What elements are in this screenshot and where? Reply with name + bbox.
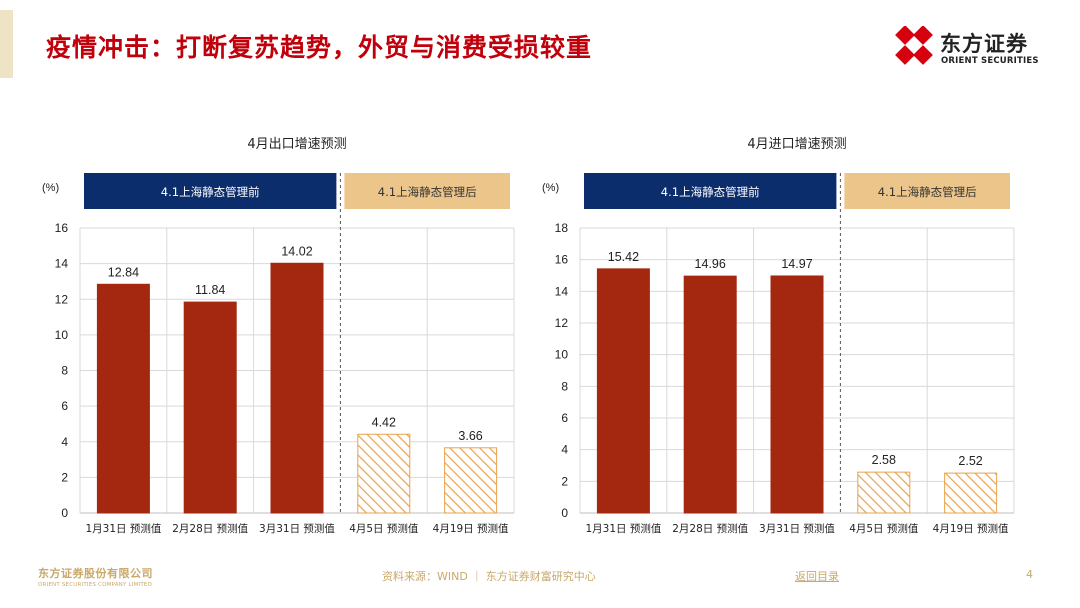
y-tick-label: 2 [61, 470, 68, 484]
bar-value-label: 11.84 [195, 283, 225, 297]
y-tick-label: 8 [561, 379, 568, 393]
bar-value-label: 4.42 [372, 415, 396, 429]
x-tick-label: 4月5日 预测值 [349, 522, 419, 535]
bar-value-label: 15.42 [608, 250, 639, 264]
y-axis-unit-label: (%) [542, 182, 559, 194]
x-tick-label: 3月31日 预测值 [759, 522, 835, 535]
left-accent-bar [0, 10, 13, 78]
y-tick-label: 6 [561, 411, 568, 425]
x-tick-label: 4月19日 预测值 [933, 522, 1009, 535]
y-tick-label: 0 [561, 506, 568, 520]
bar-value-label: 12.84 [108, 265, 139, 279]
bar [444, 447, 498, 514]
y-tick-label: 16 [555, 253, 569, 267]
period-band-after [344, 173, 510, 209]
period-band-label: 4.1上海静态管理后 [878, 185, 977, 199]
x-tick-label: 4月5日 预测值 [849, 522, 919, 535]
y-tick-label: 8 [61, 364, 68, 378]
y-tick-label: 12 [555, 316, 569, 330]
orient-logo-icon [895, 26, 933, 65]
y-tick-label: 2 [561, 474, 568, 488]
export-growth-chart: 4月出口增速预测 (%) 4.1上海静态管理前 4.1上海静态管理后 0 2 4 6 8 10 12… [42, 137, 515, 535]
footer-company-en: ORIENT SECURITIES COMPANY LIMITED [38, 582, 153, 588]
x-tick-label: 1月31日 预测值 [585, 522, 661, 535]
logo-text-en: ORIENT SECURITIES [941, 56, 1039, 66]
logo-text-cn: 东方证券 [940, 32, 1028, 56]
y-tick-label: 14 [55, 257, 69, 271]
y-tick-label: 0 [61, 506, 68, 520]
bar [96, 283, 150, 514]
y-tick-label: 18 [555, 221, 569, 235]
period-band-after [844, 173, 1010, 209]
bar [357, 433, 411, 514]
bar-value-label: 2.58 [872, 453, 896, 467]
bar [596, 268, 650, 514]
bar-value-label: 14.96 [695, 257, 726, 271]
bar [770, 275, 824, 514]
bar-value-label: 2.52 [958, 454, 982, 468]
period-band-label: 4.1上海静态管理前 [661, 185, 760, 199]
x-tick-label: 2月28日 预测值 [672, 522, 748, 535]
y-tick-label: 14 [555, 284, 569, 298]
import-growth-chart: 4月进口增速预测 (%) 4.1上海静态管理前 4.1上海静态管理后 0 2 4 6 8 10 12… [542, 137, 1015, 535]
y-tick-label: 12 [55, 292, 69, 306]
back-to-contents-link[interactable]: 返回目录 [795, 570, 839, 583]
footer-source: 资料来源：WIND ｜ 东方证券财富研究中心 [382, 570, 596, 583]
period-band-label: 4.1上海静态管理前 [161, 185, 260, 199]
bar-value-label: 14.97 [781, 257, 812, 271]
x-tick-label: 3月31日 预测值 [259, 522, 335, 535]
y-tick-label: 10 [55, 328, 69, 342]
x-tick-label: 4月19日 预测值 [433, 522, 509, 535]
x-tick-label: 2月28日 预测值 [172, 522, 248, 535]
y-tick-label: 6 [61, 399, 68, 413]
bar [183, 301, 237, 514]
bar [683, 275, 737, 514]
chart-title: 4月进口增速预测 [747, 137, 846, 152]
chart-title: 4月出口增速预测 [247, 137, 346, 152]
y-tick-label: 10 [555, 348, 569, 362]
period-band-label: 4.1上海静态管理后 [378, 185, 477, 199]
page-number: 4 [1026, 568, 1033, 581]
bar-value-label: 3.66 [458, 429, 482, 443]
brand-logo: 东方证券 ORIENT SECURITIES [893, 26, 1053, 70]
bar [270, 262, 324, 514]
bar [857, 471, 911, 514]
bar-value-label: 14.02 [281, 244, 312, 258]
period-band-before [584, 173, 837, 209]
y-tick-label: 16 [55, 221, 69, 235]
y-tick-label: 4 [61, 435, 68, 449]
x-tick-label: 1月31日 预测值 [85, 522, 161, 535]
page-title: 疫情冲击：打断复苏趋势，外贸与消费受损较重 [46, 33, 593, 62]
bar [944, 472, 998, 514]
period-band-before [84, 173, 337, 209]
footer-company-logo: 东方证券股份有限公司 ORIENT SECURITIES COMPANY LIM… [38, 565, 153, 588]
y-axis-unit-label: (%) [42, 182, 59, 194]
footer-company-cn: 东方证券股份有限公司 [38, 567, 153, 580]
y-tick-label: 4 [561, 443, 568, 457]
